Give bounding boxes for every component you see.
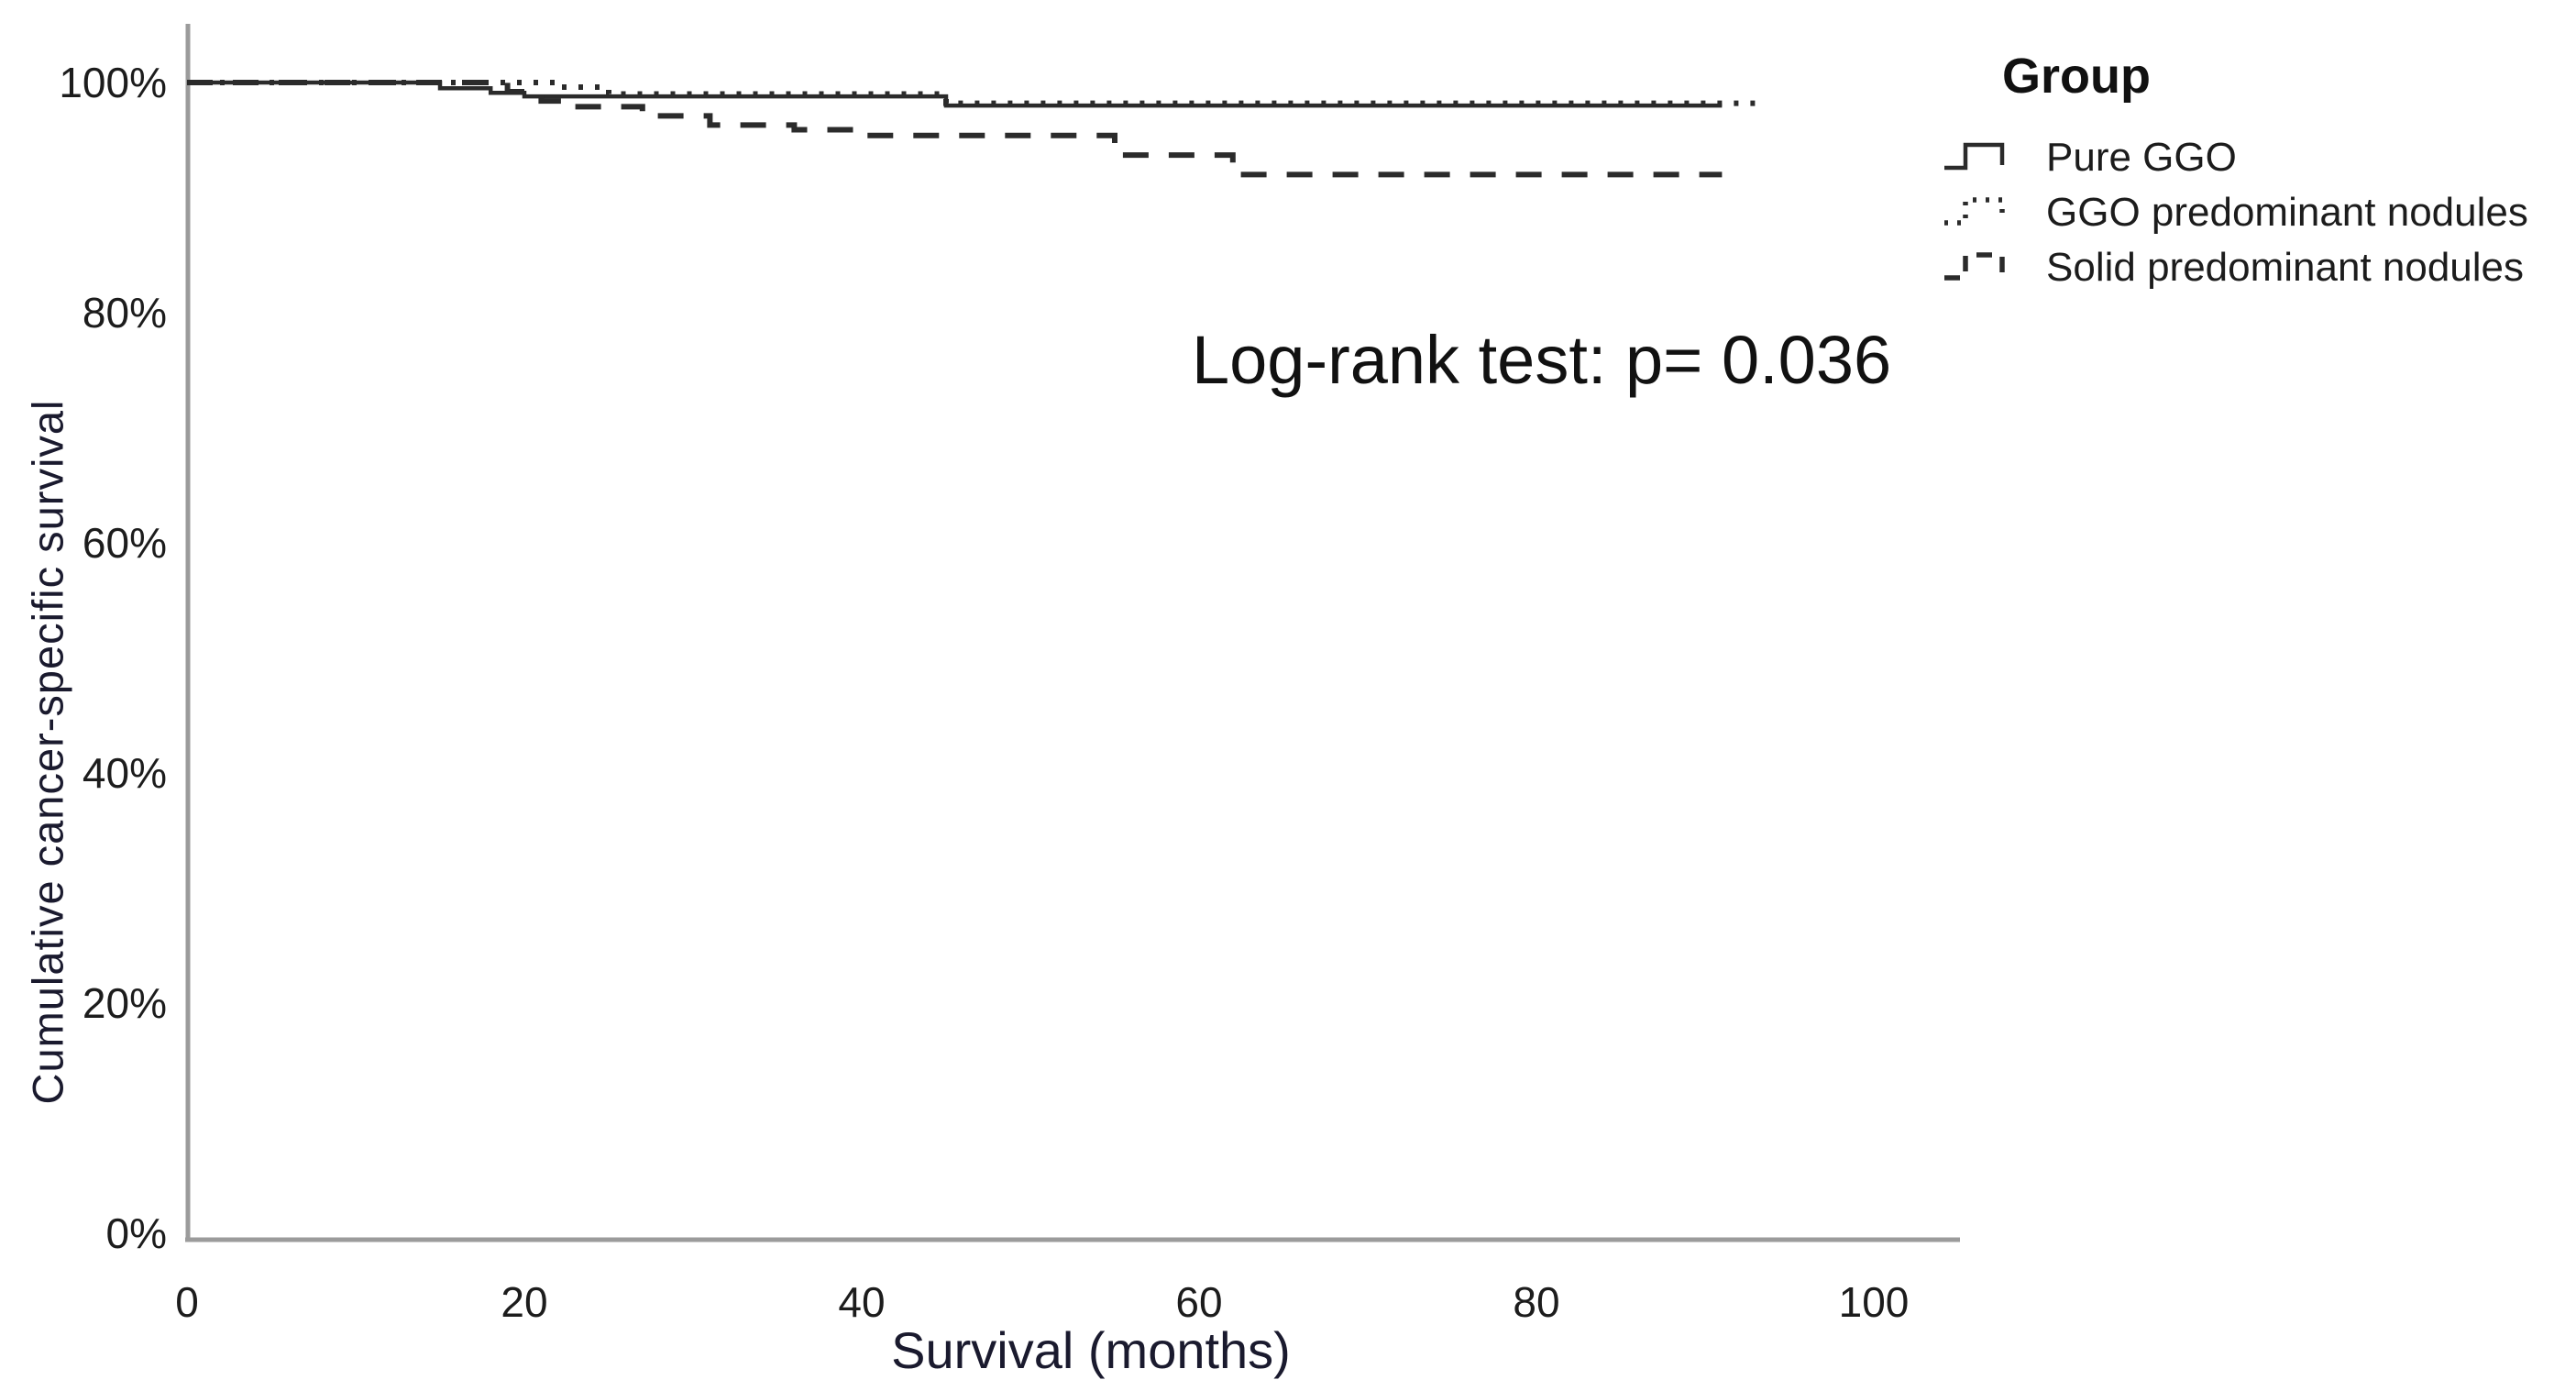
legend-label: Solid predominant nodules (2046, 245, 2525, 290)
log-rank-annotation: Log-rank test: p= 0.036 (1192, 322, 1892, 398)
y-tick-80: 80% (82, 289, 167, 337)
legend-label: Pure GGO (2046, 135, 2237, 180)
legend-label: GGO predominant nodules (2046, 190, 2528, 235)
legend-row-solid-predominant: Solid predominant nodules (1942, 240, 2574, 295)
legend-row-pure-ggo: Pure GGO (1942, 130, 2574, 185)
survival-curves (187, 80, 1756, 178)
x-tick-20: 20 (501, 1278, 548, 1326)
y-tick-100: 100% (59, 59, 167, 106)
y-tick-40: 40% (82, 749, 167, 797)
y-axis-title: Cumulative cancer-specific survival (23, 399, 72, 1105)
legend-row-ggo-predominant: GGO predominant nodules (1942, 185, 2574, 240)
x-tick-0: 0 (175, 1278, 199, 1326)
dotted-step-line-icon (1944, 197, 2005, 226)
y-tick-60: 60% (82, 519, 167, 567)
curve-dotted (187, 80, 1756, 106)
curve-dashed (187, 80, 1723, 178)
legend-title: Group (2002, 49, 2151, 104)
y-tick-20: 20% (82, 979, 167, 1027)
solid-step-line-icon (1944, 142, 2005, 171)
curve-solid (187, 80, 1723, 108)
y-tick-0: 0% (105, 1209, 167, 1257)
x-tick-100: 100 (1838, 1278, 1910, 1326)
x-tick-40: 40 (838, 1278, 886, 1326)
x-axis-title: Survival (months) (891, 1321, 1291, 1379)
x-tick-60: 60 (1175, 1278, 1223, 1326)
x-tick-80: 80 (1513, 1278, 1560, 1326)
dashed-step-line-icon (1944, 252, 2005, 281)
legend: Group Pure GGO GGO predominant nodules S… (1942, 48, 2574, 295)
